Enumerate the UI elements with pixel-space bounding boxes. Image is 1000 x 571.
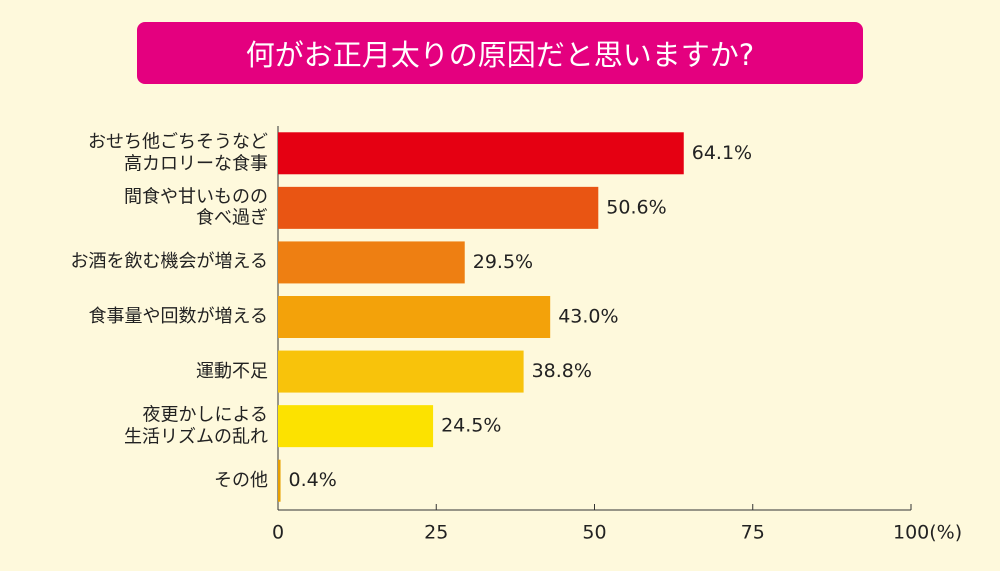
category-label: その他	[214, 469, 268, 491]
value-label: 29.5%	[473, 251, 533, 273]
value-label: 50.6%	[606, 196, 666, 218]
category-label: 間食や甘いものの 食べ過ぎ	[124, 186, 268, 229]
x-tick-label: 100(%)	[893, 522, 962, 544]
value-label: 24.5%	[441, 415, 501, 437]
x-tick-label: 0	[272, 522, 284, 544]
value-label: 64.1%	[692, 142, 752, 164]
bar	[278, 241, 465, 284]
bar	[278, 296, 551, 338]
bar	[278, 405, 434, 448]
bar	[278, 186, 599, 229]
bar	[278, 132, 684, 175]
bar	[278, 350, 524, 393]
chart-title: 何がお正月太りの原因だと思いますか?	[137, 22, 863, 84]
value-label: 38.8%	[532, 360, 592, 382]
category-label: 夜更かしによる 生活リズムの乱れ	[124, 404, 268, 448]
bar	[278, 459, 281, 502]
value-label: 0.4%	[289, 469, 337, 491]
category-label: 運動不足	[196, 360, 268, 382]
category-label: 食事量や回数が増える	[88, 306, 268, 328]
category-label: お酒を飲む機会が増える	[70, 251, 268, 273]
x-tick-label: 75	[741, 522, 765, 544]
value-label: 43.0%	[558, 306, 618, 328]
category-label: おせち他ごちそうなど 高カロリーな食事	[88, 131, 268, 175]
x-tick-label: 25	[424, 522, 448, 544]
x-tick-label: 50	[582, 522, 606, 544]
